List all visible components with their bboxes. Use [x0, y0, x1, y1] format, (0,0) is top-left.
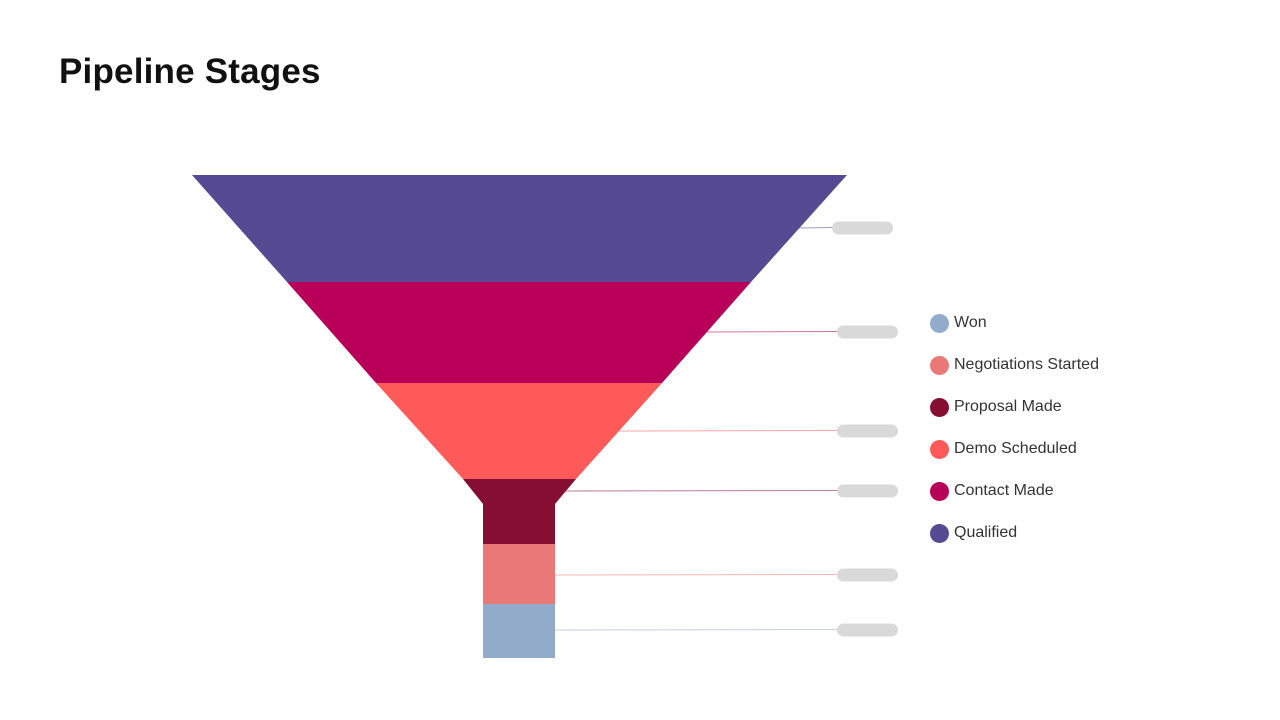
page-title: Pipeline Stages — [59, 52, 321, 91]
chart-legend: Won Negotiations Started Proposal Made Demo… — [930, 302, 1099, 554]
legend-swatch-negotiations-started — [930, 355, 949, 375]
data-label-placeholder-contact-made — [837, 325, 898, 339]
legend-item-contact-made[interactable]: Contact Made — [930, 470, 1099, 512]
data-label-placeholder-demo-scheduled — [837, 424, 898, 438]
legend-item-qualified[interactable]: Qualified — [930, 512, 1099, 554]
legend-item-negotiations-started[interactable]: Negotiations Started — [930, 344, 1099, 386]
leader-line-negotiations-started — [554, 574, 838, 576]
funnel-segment-proposal-made — [463, 479, 576, 544]
legend-swatch-qualified — [930, 523, 949, 543]
legend-label: Contact Made — [954, 482, 1054, 499]
funnel-segment-contact-made — [287, 282, 751, 383]
data-label-placeholder-won — [837, 623, 898, 637]
funnel-segment-demo-scheduled — [376, 383, 662, 479]
legend-swatch-won — [930, 313, 949, 333]
legend-label: Qualified — [954, 524, 1018, 541]
legend-label: Proposal Made — [954, 398, 1062, 415]
legend-swatch-contact-made — [930, 481, 949, 501]
funnel-segment-negotiations-started — [483, 544, 555, 604]
legend-item-proposal-made[interactable]: Proposal Made — [930, 386, 1099, 428]
legend-item-demo-scheduled[interactable]: Demo Scheduled — [930, 428, 1099, 470]
data-label-placeholder-proposal-made — [837, 484, 898, 498]
legend-label: Negotiations Started — [954, 356, 1099, 373]
legend-label: Demo Scheduled — [954, 440, 1077, 457]
data-label-placeholder-qualified — [832, 221, 893, 235]
funnel-segment-won — [483, 604, 555, 658]
leader-line-contact-made — [706, 331, 838, 333]
leader-line-won — [554, 629, 838, 631]
funnel-segment-qualified — [192, 175, 847, 282]
legend-item-won[interactable]: Won — [930, 302, 1099, 344]
data-label-placeholder-negotiations-started — [837, 568, 898, 582]
legend-swatch-demo-scheduled — [930, 439, 949, 459]
leader-line-demo-scheduled — [618, 430, 838, 432]
legend-label: Won — [954, 314, 987, 331]
legend-swatch-proposal-made — [930, 397, 949, 417]
leader-line-qualified — [799, 227, 833, 229]
leader-line-proposal-made — [565, 490, 838, 492]
